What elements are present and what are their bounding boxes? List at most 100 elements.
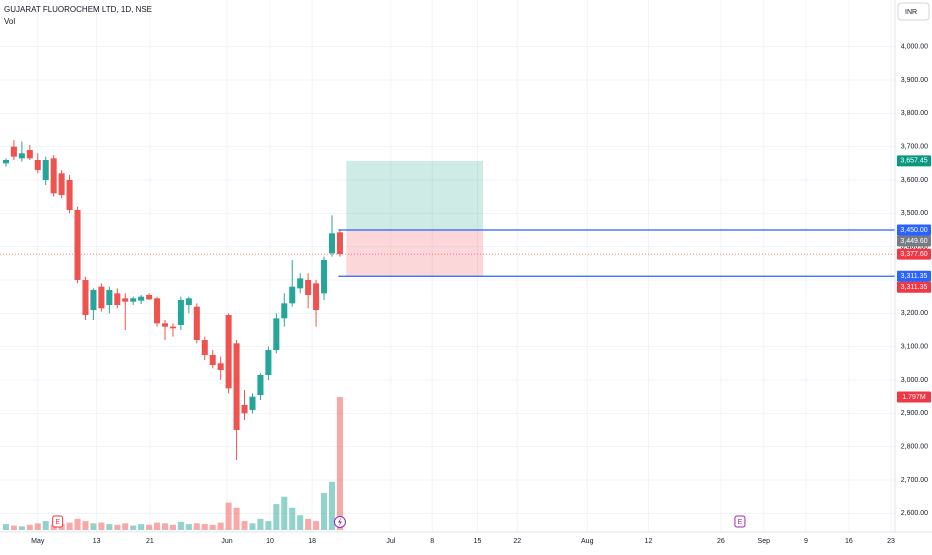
volume-bar [34,523,41,530]
volume-bar [138,524,145,530]
price-label: 3,449.60 [900,238,927,245]
volume-bar [177,521,184,530]
price-label-box [897,224,931,236]
price-label-box [897,270,931,282]
volume-bar [241,521,248,530]
volume-bar [154,522,161,530]
candle-body [50,158,57,194]
volume-bar [273,504,280,530]
volume-bar [90,523,97,530]
x-tick-label: 16 [845,538,853,545]
event-label: E [738,519,743,526]
candle-body [90,290,97,310]
currency-button[interactable] [897,2,930,21]
x-tick-label: 21 [146,538,154,545]
y-tick-label: 3,100.00 [901,344,928,351]
volume-bar [66,522,73,530]
x-tick-label: 23 [887,538,895,545]
candle-body [74,210,81,280]
y-tick-label: 3,800.00 [901,110,928,117]
y-tick-label: 2,600.00 [901,510,928,517]
x-tick-label: 22 [513,538,521,545]
volume-title: Vol [4,17,15,26]
candle-body [297,278,304,289]
x-tick-label: 9 [804,538,808,545]
event-marker [734,515,746,528]
volume-bar [82,521,89,530]
volume-bar [122,523,129,530]
x-tick-label: 12 [645,538,653,545]
volume-bar [328,481,336,530]
y-tick-label: 3,400.00 [901,244,928,251]
volume-bar [10,525,17,530]
volume-bar [249,523,256,530]
y-tick-label: 3,200.00 [901,310,928,317]
volume-bar [281,496,288,530]
candle-body [114,293,121,305]
candle-body [193,306,200,340]
candle-body [225,315,232,389]
candle-body [2,160,9,164]
volume-bar [289,507,296,530]
x-tick-label: Jul [386,538,395,545]
candle-body [281,303,288,319]
volume-bar [257,518,264,530]
candle-body [328,233,336,254]
candle-body [146,295,153,300]
candle-body [82,280,89,315]
currency-label[interactable]: INR [905,9,917,16]
price-label-box [897,235,931,247]
candle-body [185,298,192,305]
y-tick-label: 2,900.00 [901,410,928,417]
x-tick-label: 10 [266,538,274,545]
profit-zone [346,160,484,231]
candle-body [106,290,113,305]
y-tick-label: 3,700.00 [901,144,928,151]
volume-bar [26,524,33,530]
candle-body [241,405,248,414]
price-label-box [897,155,931,167]
x-tick-label: Jun [221,538,232,545]
candle-body [18,153,25,159]
volume-bar [233,507,240,530]
candle-body [321,260,328,294]
dividend-icon-bolt [337,518,342,526]
volume-bar [169,524,176,530]
candle-body [233,343,240,430]
candle-body [66,180,73,210]
candle-body [177,300,184,325]
volume-bar [114,524,121,530]
volume-bar [50,524,57,530]
candle-body [305,280,312,295]
x-tick-label: 26 [717,538,725,545]
volume-bar [2,524,9,530]
x-tick-label: 8 [430,538,434,545]
volume-bar [185,524,192,530]
y-tick-label: 3,900.00 [901,77,928,84]
volume-bar [225,502,232,530]
plot [0,140,895,530]
y-tick-label: 3,000.00 [901,377,928,384]
x-tick-label: Sep [758,538,771,545]
candle-body [122,298,129,302]
volume-bar [130,525,137,530]
candle-body [58,173,65,195]
x-tick-label: May [31,538,45,545]
candle-body [201,340,208,355]
loss-zone [346,230,484,277]
candle-body [42,160,49,180]
volume-bar [336,396,343,530]
x-tick-label: 18 [308,538,316,545]
event-marker [52,515,64,528]
x-tick-label: 13 [93,538,101,545]
candle-body [138,296,145,301]
price-label-box [897,281,931,293]
volume-bar [321,492,328,530]
x-tick-label: 15 [474,538,482,545]
candle-body [257,375,264,395]
volume-bar [265,521,272,530]
volume-bar [305,518,312,530]
candle-body [130,298,137,302]
